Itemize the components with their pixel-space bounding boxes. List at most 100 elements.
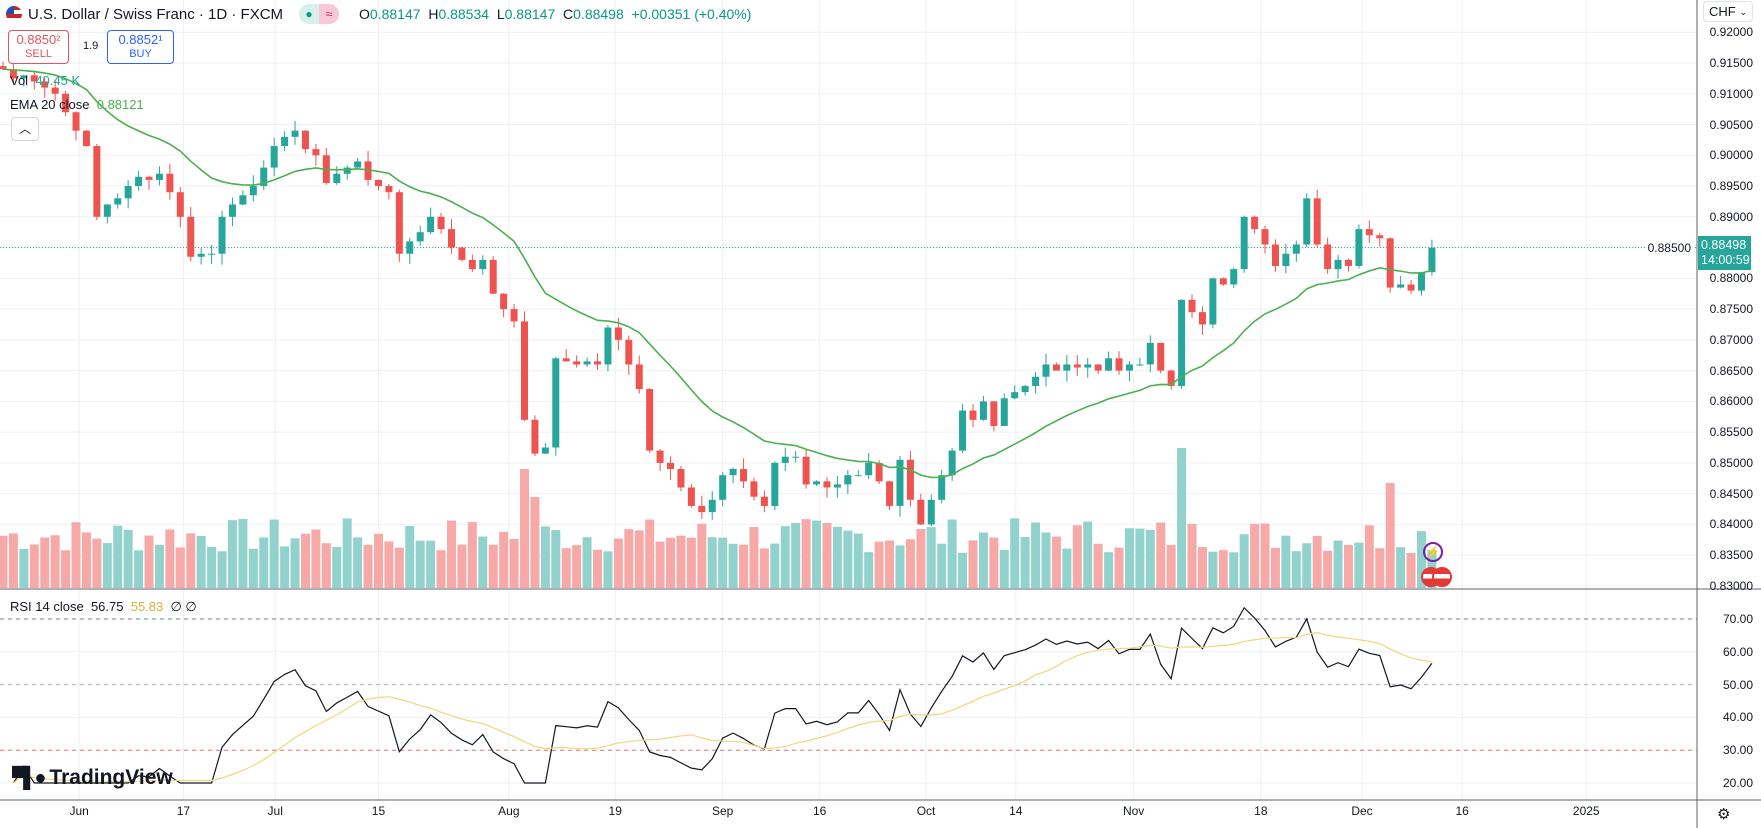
volume-bar — [92, 538, 102, 588]
volume-bar — [1260, 523, 1270, 588]
market-status[interactable]: ● ≈ — [299, 4, 340, 24]
price-tick-label: 0.83000 — [1709, 578, 1753, 593]
candle-body — [583, 361, 591, 365]
volume-bar — [593, 549, 603, 588]
collapse-legend-button[interactable]: ︿ — [11, 117, 39, 141]
volume-bar — [1051, 536, 1061, 588]
candle-body — [447, 229, 455, 248]
usd-chf-flag-icon — [6, 6, 22, 22]
price-tick-label: 0.85000 — [1709, 455, 1753, 470]
buy-button[interactable]: 0.8852¹ BUY — [107, 30, 174, 64]
candle-body — [813, 481, 821, 485]
candle-body — [844, 475, 852, 485]
volume-bar — [478, 536, 488, 588]
rsi-tick-label: 60.00 — [1722, 644, 1753, 659]
volume-bar — [822, 522, 832, 588]
candle-body — [1021, 385, 1029, 393]
volume-bar — [1114, 547, 1124, 588]
candle-body — [614, 327, 622, 340]
volume-bar — [666, 537, 676, 588]
candle-body — [781, 456, 789, 463]
candle-body — [541, 447, 549, 454]
volume-bar — [1083, 521, 1093, 588]
time-tick-label: 15 — [371, 804, 386, 818]
price-tick-label: 0.89000 — [1709, 209, 1753, 224]
volume-bar — [1364, 525, 1374, 588]
candle-body — [969, 410, 977, 420]
volume-bar — [154, 544, 164, 588]
volume-bar — [207, 546, 217, 588]
volume-bar — [864, 552, 874, 588]
volume-bar — [1010, 518, 1020, 588]
replay-icon: ≈ — [319, 4, 340, 24]
volume-bar — [1093, 543, 1103, 588]
price-tick-label: 0.92000 — [1709, 25, 1753, 40]
candle-body — [687, 487, 695, 506]
us-economic-event-icon[interactable] — [1432, 567, 1452, 587]
rsi-tick-label: 20.00 — [1722, 776, 1753, 790]
candle-body — [521, 321, 528, 420]
volume-legend[interactable]: Vol 40.45 K — [10, 73, 81, 88]
volume-bar — [332, 547, 342, 588]
rsi-legend[interactable]: RSI 14 close 56.75 55.83 ∅ ∅ — [10, 599, 197, 614]
volume-bar — [634, 530, 644, 588]
candle-body — [1011, 392, 1019, 399]
volume-bar — [1031, 522, 1041, 588]
candle-body — [281, 136, 289, 147]
candle-body — [1219, 278, 1227, 285]
candle-body — [552, 358, 560, 448]
candle-body — [239, 195, 247, 205]
volume-bar — [50, 535, 60, 588]
price-tick-label: 0.90000 — [1709, 148, 1753, 163]
volume-bar — [1375, 548, 1385, 588]
volume-bar — [113, 525, 123, 588]
candle-body — [354, 161, 362, 168]
candle-body — [218, 216, 226, 254]
chevron-down-icon: ⌄ — [1739, 7, 1747, 17]
candle-body — [1428, 247, 1436, 273]
candle-body — [458, 247, 466, 260]
candle-body — [1376, 235, 1384, 239]
volume-bar — [1218, 550, 1228, 588]
volume-bar — [144, 535, 154, 588]
candle-body — [0, 66, 7, 70]
volume-bar — [572, 545, 582, 588]
sell-button[interactable]: 0.8850² SELL — [8, 30, 69, 64]
candle-body — [938, 475, 946, 500]
volume-bar — [780, 526, 790, 588]
lightning-event-icon[interactable]: ⚡ — [1423, 542, 1443, 562]
candle-body — [854, 475, 862, 477]
candle-body — [145, 176, 153, 180]
candle-body — [604, 327, 612, 365]
candle-body — [635, 364, 643, 390]
candle-body — [374, 179, 382, 187]
symbol-title[interactable]: U.S. Dollar / Swiss Franc · 1D · FXCM — [28, 5, 284, 23]
candle-body — [1105, 358, 1113, 371]
candle-body — [103, 204, 111, 217]
candle-body — [1136, 364, 1144, 366]
candle-body — [166, 173, 174, 193]
ema-legend[interactable]: EMA 20 close 0.88121 — [10, 97, 144, 112]
candle-body — [1282, 253, 1290, 267]
volume-bar — [1396, 547, 1406, 588]
candle-body — [114, 198, 122, 205]
candle-body — [187, 216, 195, 257]
candle-body — [1251, 216, 1259, 230]
volume-bar — [1104, 552, 1114, 588]
candle-body — [1125, 364, 1133, 371]
spread: 1.9 — [83, 40, 99, 52]
volume-bar — [520, 469, 529, 588]
candle-body — [385, 186, 393, 193]
symbol-header: U.S. Dollar / Swiss Franc · 1D · FXCM ● … — [6, 4, 751, 24]
volume-bar — [1020, 537, 1030, 588]
tradingview-logo[interactable]: ▀▌● TradingView — [12, 766, 173, 789]
chart-settings-icon[interactable]: ⚙ — [1717, 806, 1731, 823]
volume-bar — [1072, 525, 1082, 588]
candle-body — [260, 167, 268, 187]
volume-bar — [123, 529, 133, 588]
currency-selector[interactable]: CHF ⌄ — [1703, 1, 1753, 22]
volume-bar — [29, 544, 39, 588]
volume-bar — [812, 520, 822, 588]
candle-body — [1084, 364, 1092, 368]
